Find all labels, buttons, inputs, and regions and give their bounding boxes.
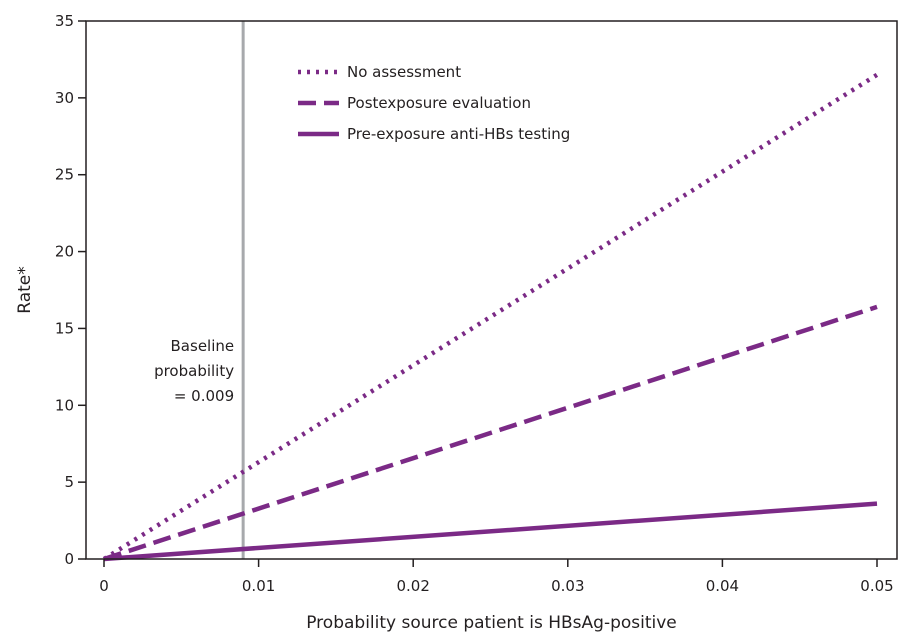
x-tick-label: 0.03 (551, 577, 584, 595)
y-tick-label: 20 (55, 243, 74, 261)
series-lines (102, 72, 879, 562)
y-tick-label: 35 (55, 12, 74, 30)
x-tick-label: 0.05 (860, 577, 893, 595)
y-axis-ticks: 0 5 10 15 20 25 30 35 (55, 12, 86, 568)
x-tick-label: 0.01 (242, 577, 275, 595)
baseline-reference: Baseline probability = 0.009 (154, 21, 245, 559)
baseline-annotation: Baseline (171, 337, 235, 355)
legend-label: Pre-exposure anti-HBs testing (347, 125, 570, 143)
x-tick-label: 0 (99, 577, 109, 595)
y-tick-label: 5 (64, 473, 74, 491)
x-tick-label: 0.02 (396, 577, 429, 595)
x-tick-label: 0.04 (706, 577, 739, 595)
y-tick-label: 10 (55, 396, 74, 414)
y-tick-label: 25 (55, 166, 74, 184)
x-axis-ticks: 0 0.01 0.02 0.03 0.04 0.05 (99, 559, 894, 595)
legend-label: Postexposure evaluation (347, 94, 531, 112)
legend-label: No assessment (347, 63, 461, 81)
y-axis-title: Rate* (15, 266, 35, 313)
x-axis-title: Probability source patient is HBsAg-posi… (306, 613, 677, 632)
y-tick-label: 15 (55, 319, 74, 337)
y-tick-label: 0 (64, 550, 74, 568)
series-line-1 (102, 72, 879, 561)
baseline-annotation: probability (154, 362, 234, 380)
series-line-3 (103, 501, 878, 562)
series-line-2 (103, 304, 878, 562)
y-tick-label: 30 (55, 89, 74, 107)
baseline-annotation: = 0.009 (174, 387, 234, 405)
legend: No assessment Postexposure evaluation Pre-… (298, 63, 570, 143)
plot-frame (85, 20, 898, 560)
